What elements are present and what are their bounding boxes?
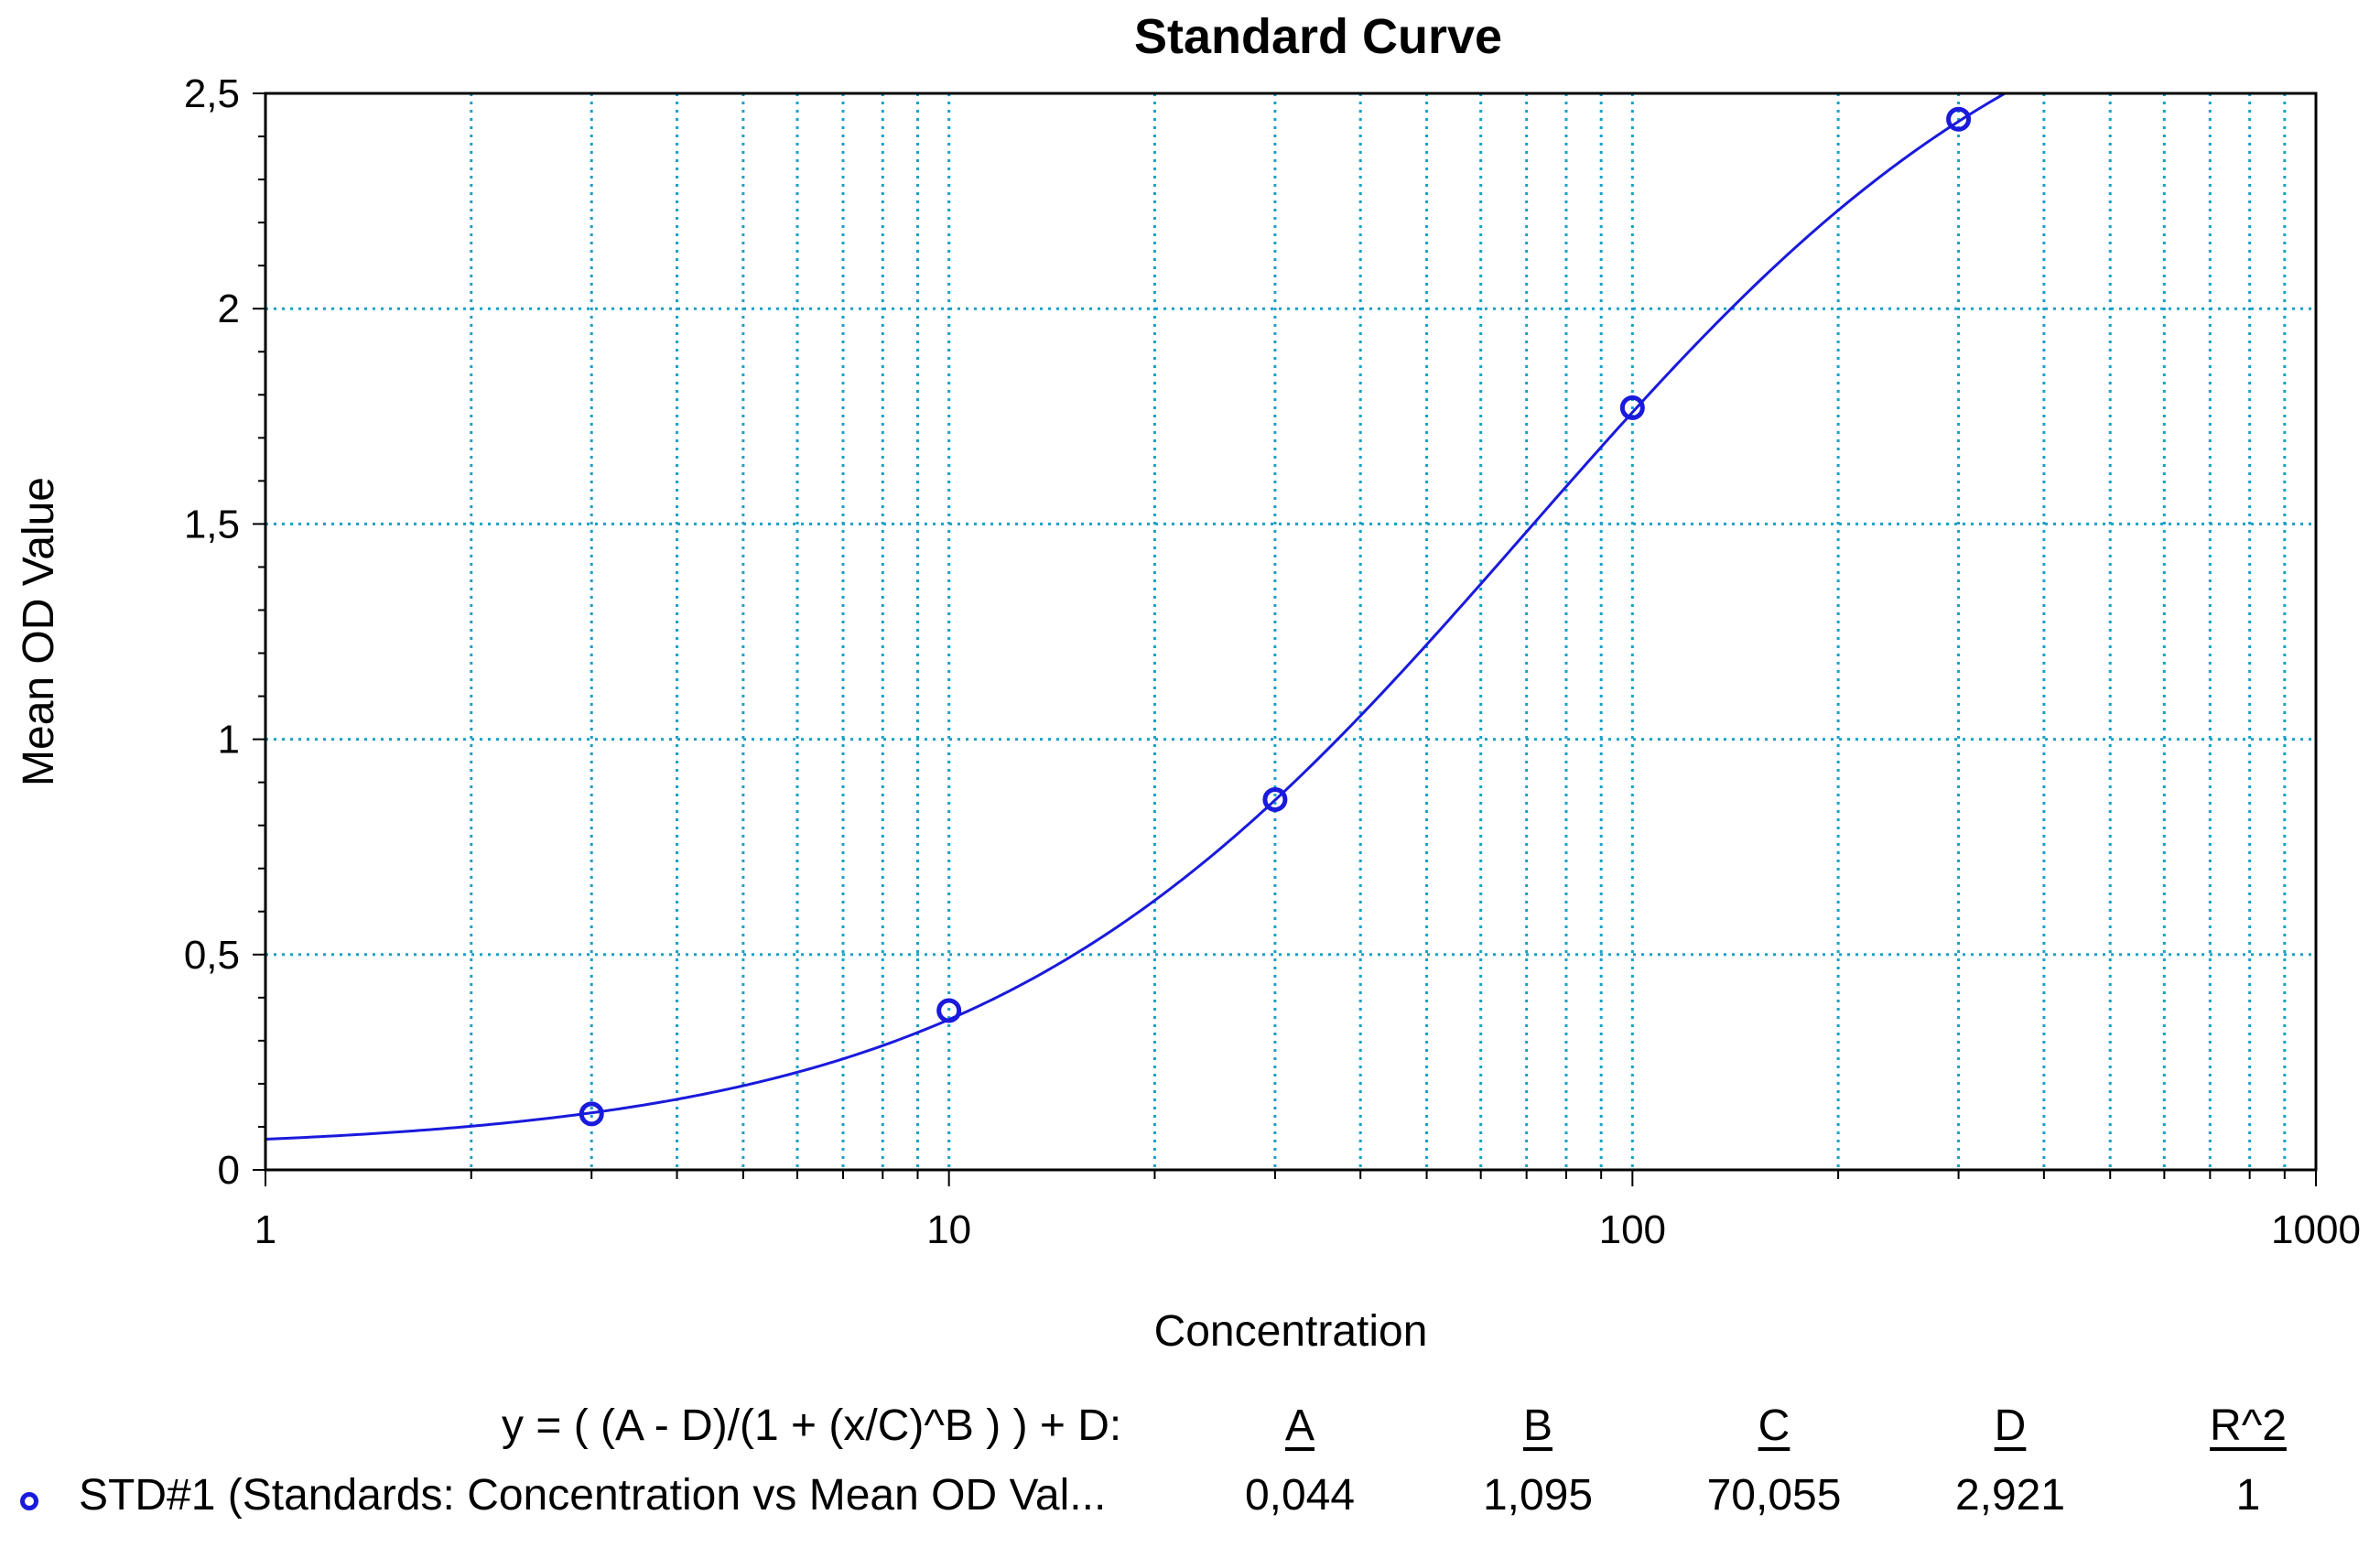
data-point: [936, 998, 962, 1023]
y-tick-label: 1,5: [184, 502, 240, 546]
data-point: [1619, 395, 1645, 420]
fit-parameters-table: y = ( (A - D)/(1 + (x/C)^B ) ) + D: A B …: [0, 1401, 2380, 1556]
fit-curve-layer: [265, 93, 2008, 1141]
data-point: [1946, 106, 1972, 132]
series-label: STD#1 (Standards: Concentration vs Mean …: [79, 1471, 1107, 1520]
param-value-c: 70,055: [1706, 1471, 1842, 1520]
series-marker-icon: [20, 1492, 38, 1510]
plot-frame: [264, 92, 2318, 1172]
grid-lines: [265, 93, 2316, 1170]
param-header-b: B: [1522, 1401, 1553, 1450]
param-value-r2: 1: [2235, 1471, 2261, 1520]
x-tick-label: 10: [926, 1207, 971, 1252]
data-point: [579, 1101, 604, 1127]
param-header-d: D: [1994, 1401, 2027, 1450]
param-value-a: 0,044: [1244, 1471, 1356, 1520]
param-value-d: 2,921: [1954, 1471, 2066, 1520]
y-tick-label: 1: [218, 718, 240, 763]
fit-curve: [265, 93, 2008, 1141]
x-axis-label: Concentration: [1154, 1307, 1428, 1356]
y-tick-label: 0: [218, 1148, 240, 1193]
x-tick-label: 1000: [2271, 1207, 2361, 1252]
fit-equation: y = ( (A - D)/(1 + (x/C)^B ) ) + D:: [502, 1401, 1122, 1450]
param-value-b: 1,095: [1482, 1471, 1594, 1520]
param-header-r2: R^2: [2210, 1401, 2287, 1450]
y-axis-label: Mean OD Value: [15, 477, 63, 786]
data-point: [1262, 786, 1288, 812]
data-points: [579, 106, 1972, 1127]
x-axis-ticks: 1 10 100 1000: [254, 1170, 2361, 1252]
standard-curve-chart: Standard Curve 0 0,5 1 1,5 2 2,5 1 10 100 1000 C…: [15, 9, 2361, 1356]
x-tick-label: 100: [1599, 1207, 1666, 1252]
chart-title: Standard Curve: [1134, 9, 1502, 64]
param-header-a: A: [1284, 1401, 1315, 1450]
y-axis-ticks: 0 0,5 1 1,5 2 2,5: [184, 71, 265, 1193]
x-tick-label: 1: [254, 1207, 276, 1252]
param-header-c: C: [1758, 1401, 1790, 1450]
y-tick-label: 2: [218, 287, 240, 331]
y-tick-label: 0,5: [184, 933, 240, 978]
y-tick-label: 2,5: [184, 71, 240, 116]
